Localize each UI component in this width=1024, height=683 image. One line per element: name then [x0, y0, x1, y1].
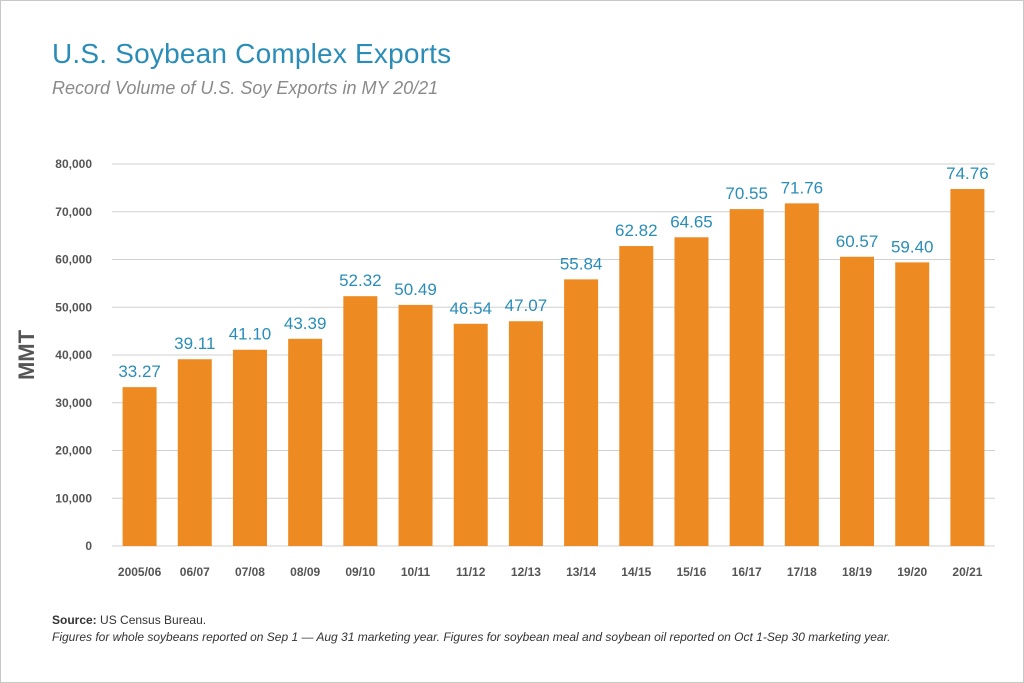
bar: [232, 349, 267, 546]
source-line: Source: US Census Bureau.: [52, 613, 890, 627]
data-label: 55.84: [560, 254, 603, 273]
x-tick-label: 20/21: [952, 565, 982, 579]
bar: [508, 321, 543, 546]
y-tick-label: 20,000: [55, 444, 92, 458]
x-tick-label: 19/20: [897, 565, 927, 579]
y-tick-label: 40,000: [55, 348, 92, 362]
x-tick-label: 12/13: [511, 565, 541, 579]
bar: [784, 203, 819, 546]
data-label: 47.07: [505, 296, 548, 315]
x-tick-label: 17/18: [787, 565, 817, 579]
y-tick-label: 30,000: [55, 396, 92, 410]
source-text: US Census Bureau.: [96, 613, 207, 627]
x-tick-label: 07/08: [235, 565, 265, 579]
x-tick-label: 06/07: [180, 565, 210, 579]
y-tick-label: 80,000: [55, 157, 92, 171]
x-tick-label: 14/15: [621, 565, 651, 579]
bar: [564, 279, 599, 546]
y-tick-label: 70,000: [55, 205, 92, 219]
y-tick-label: 0: [85, 539, 92, 553]
data-label: 71.76: [781, 178, 824, 197]
data-label: 39.11: [174, 334, 215, 353]
data-label: 46.54: [449, 299, 492, 318]
data-label: 64.65: [670, 212, 713, 231]
data-label: 60.57: [836, 232, 879, 251]
data-label: 74.76: [946, 164, 989, 183]
footnote: Figures for whole soybeans reported on S…: [52, 630, 891, 644]
x-tick-label: 11/12: [456, 565, 486, 579]
bar: [950, 189, 985, 546]
data-label: 33.27: [118, 362, 161, 381]
chart-subtitle: Record Volume of U.S. Soy Exports in MY …: [52, 78, 439, 98]
chart-title: U.S. Soybean Complex Exports: [52, 38, 452, 69]
data-label: 70.55: [725, 184, 768, 203]
x-tick-label: 13/14: [566, 565, 596, 579]
bar: [288, 338, 323, 546]
x-tick-label: 15/16: [676, 565, 706, 579]
y-axis-title: MMT: [14, 329, 39, 380]
x-tick-label: 10/11: [401, 565, 431, 579]
source-label: Source:: [52, 613, 97, 627]
bar: [398, 304, 433, 546]
chart-footer: Source: US Census Bureau. Figures for wh…: [52, 613, 890, 644]
x-tick-label: 16/17: [732, 565, 762, 579]
bar: [453, 323, 488, 546]
bar: [729, 209, 764, 546]
x-tick-label: 08/09: [290, 565, 320, 579]
data-label: 43.39: [284, 314, 327, 333]
x-tick-label: 2005/06: [118, 565, 162, 579]
y-tick-label: 10,000: [55, 491, 92, 505]
bar: [619, 246, 654, 547]
y-tick-label: 50,000: [55, 300, 92, 314]
bar: [895, 262, 930, 546]
y-tick-label: 60,000: [55, 253, 92, 267]
data-label: 50.49: [394, 280, 437, 299]
data-label: 59.40: [891, 237, 934, 256]
bar: [343, 296, 378, 546]
x-tick-label: 09/10: [345, 565, 375, 579]
bar: [122, 387, 157, 546]
data-label: 41.10: [229, 325, 272, 344]
bar: [177, 359, 212, 546]
bar: [840, 256, 875, 546]
data-label: 52.32: [339, 271, 382, 290]
x-tick-label: 18/19: [842, 565, 872, 579]
data-label: 62.82: [615, 221, 658, 240]
bar: [674, 237, 709, 546]
